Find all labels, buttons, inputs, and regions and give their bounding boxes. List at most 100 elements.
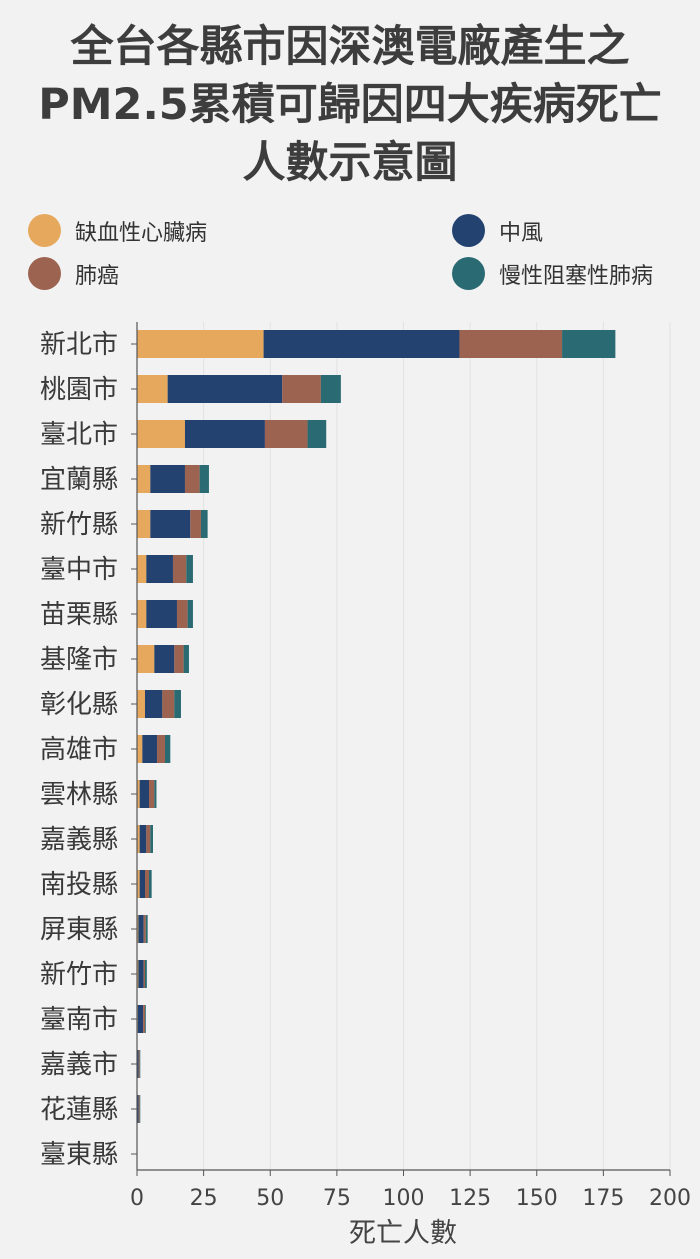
bar-segment [137,465,151,493]
bar-segment [199,465,209,493]
bar-segment [137,780,140,808]
bar-segment [143,915,146,943]
bar-segment [150,510,191,538]
bar-segment [139,1095,141,1123]
bar-segment [137,960,139,988]
bar-segment [137,600,147,628]
bar-segment [200,510,208,538]
y-tick-label: 高雄市 [40,735,118,765]
bar-segment [143,960,145,988]
bar-segment [154,780,157,808]
bar-segment [139,780,149,808]
bar-segment [137,915,139,943]
y-tick-label: 彰化縣 [40,690,118,720]
bar-segment [138,1095,140,1123]
bar-segment [264,420,308,448]
y-tick-label: 基隆市 [40,645,118,675]
bar-segment [162,690,175,718]
y-tick-label: 臺中市 [40,555,118,585]
bar-segment [137,1095,139,1123]
legend-swatch [452,257,485,290]
bar-segment [282,375,321,403]
bar-segment [137,375,168,403]
bar-segment [154,645,175,673]
bar-segment [320,375,341,403]
legend-item-lung-cancer: 肺癌 [28,257,119,290]
bar-segment [156,735,165,763]
y-tick-label: 雲林縣 [40,780,118,810]
y-tick-label: 臺東縣 [40,1140,118,1170]
bar-segment [146,600,177,628]
bar-segment [174,645,184,673]
bar-segment [139,825,147,853]
legend-label: 中風 [499,220,544,246]
bar-segment [137,645,155,673]
bar-segment [144,960,147,988]
x-tick-label: 0 [130,1186,144,1211]
bar-segment [176,600,188,628]
chart-title: 全台各縣市因深澳電廠產生之 PM2.5累積可歸因四大疾病死亡 人數示意圖 [0,18,700,192]
bar-segment [139,870,145,898]
x-tick-label: 125 [449,1186,491,1211]
bar-segment [137,330,264,358]
bar-segment [144,690,163,718]
x-tick-label: 25 [190,1186,218,1211]
y-tick-label: 臺北市 [40,420,118,450]
bar-segment [144,1005,146,1033]
bar-segment [137,420,185,448]
legend-item-ischemic-heart-disease: 缺血性心臟病 [28,214,207,247]
bar-segment [138,960,144,988]
bar-segment [150,465,185,493]
y-tick-label: 嘉義市 [40,1050,118,1080]
bar-segment [139,1050,141,1078]
y-tick-label: 新竹縣 [40,510,118,540]
y-tick-label: 花蓮縣 [40,1095,118,1125]
bar-segment [187,600,193,628]
legend-swatch [28,214,61,247]
x-tick-label: 200 [649,1186,691,1211]
x-axis-label: 死亡人數 [349,1218,457,1249]
x-tick-label: 50 [256,1186,284,1211]
bars [137,330,616,1123]
bar-segment [144,870,149,898]
bar-segment [186,555,193,583]
legend-label: 肺癌 [75,263,120,289]
y-tick-label: 新竹市 [40,960,118,990]
x-tick-label: 75 [323,1186,351,1211]
bar-segment [146,555,173,583]
y-tick-label: 宜蘭縣 [40,465,118,495]
bar-segment [138,915,144,943]
y-tick-label: 屏東縣 [40,915,118,945]
x-tick-label: 150 [516,1186,558,1211]
bar-segment [562,330,616,358]
title-line-3: 人數示意圖 [242,138,458,188]
y-axis-labels: 新北市桃園市臺北市宜蘭縣新竹縣臺中市苗栗縣基隆市彰化縣高雄市雲林縣嘉義縣南投縣屏… [40,330,137,1170]
y-tick-label: 新北市 [40,330,118,360]
bar-segment [459,330,563,358]
bar-segment [145,915,148,943]
bar-segment [137,690,145,718]
bar-segment [142,735,157,763]
y-tick-label: 臺南市 [40,1005,118,1035]
bar-segment [184,465,200,493]
title-line-1: 全台各縣市因深澳電廠產生之 [70,22,630,72]
title-line-2: PM2.5累積可歸因四大疾病死亡 [38,80,662,130]
bar-segment [137,825,140,853]
bar-segment [172,555,187,583]
bar-segment [137,735,143,763]
y-tick-label: 嘉義縣 [40,825,118,855]
x-axis-ticks: 0 25 50 75 100 125 150 175 200 [130,1170,691,1211]
bar-segment [167,375,283,403]
y-tick-label: 桃園市 [40,375,118,405]
bar-segment [137,870,140,898]
bar-segment [174,690,181,718]
legend-label: 慢性阻塞性肺病 [499,263,654,289]
y-tick-label: 南投縣 [40,870,118,900]
legend-item-copd: 慢性阻塞性肺病 [452,257,653,290]
x-tick-label: 175 [582,1186,624,1211]
bar-segment [146,825,151,853]
bar-segment [143,1005,145,1033]
bar-segment [137,1005,144,1033]
bar-segment [164,735,171,763]
gridlines [203,322,671,1170]
